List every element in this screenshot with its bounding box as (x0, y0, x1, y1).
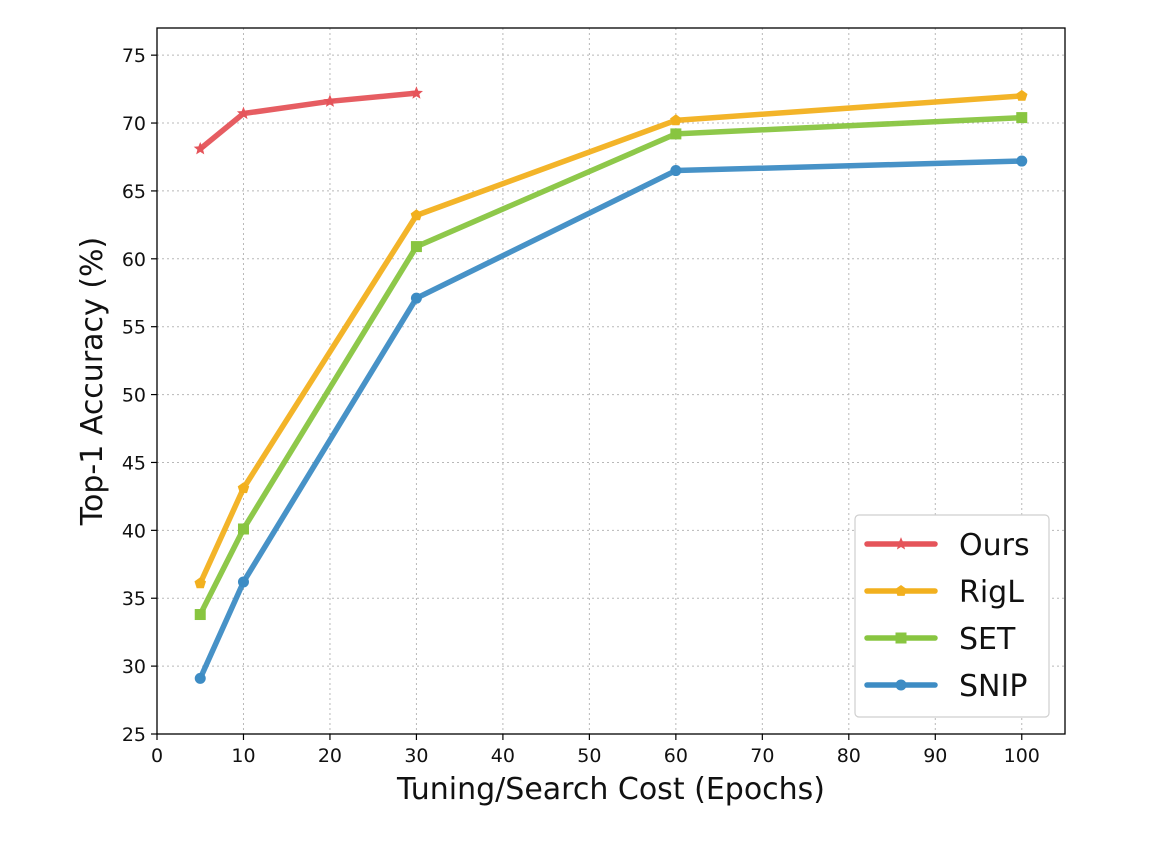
axis-ticks: 0 10 20 30 40 50 60 70 80 90 100 25 30 35 40 45 50 55 60 65… (122, 45, 1040, 767)
x-tick-label: 70 (750, 745, 774, 767)
legend-item-set: SET (864, 622, 1016, 657)
data-point-ours (193, 141, 207, 155)
y-tick-label: 60 (122, 249, 146, 271)
legend-box (854, 514, 1050, 718)
data-point-rigl (1016, 89, 1028, 101)
data-point-ours (409, 86, 423, 99)
y-tick-label: 75 (122, 45, 146, 67)
legend-item-ours: Ours (864, 528, 1030, 563)
data-point-rigl (237, 482, 250, 494)
legend-label-rigl: RigL (959, 575, 1024, 610)
series-lines (193, 86, 1028, 684)
data-point-rigl (194, 577, 206, 589)
legend-label-snip: SNIP (959, 669, 1027, 704)
series-line-ours (197, 90, 420, 152)
x-tick-label: 10 (231, 745, 255, 767)
series-ours (193, 86, 423, 155)
data-point-ours (323, 94, 337, 107)
x-tick-label: 90 (923, 745, 947, 767)
y-tick-label: 35 (122, 588, 146, 610)
y-tick-label: 70 (122, 113, 146, 135)
data-point-set (1016, 112, 1028, 124)
plot-frame (156, 27, 1066, 735)
data-point-snip (194, 672, 206, 684)
series-set (194, 112, 1028, 621)
data-point-set (670, 128, 682, 140)
x-tick-label: 60 (664, 745, 688, 767)
x-tick-label: 80 (837, 745, 861, 767)
y-axis-title: Top-1 Accuracy (%) (75, 237, 110, 527)
y-tick-label: 25 (122, 724, 146, 746)
x-tick-label: 20 (318, 745, 342, 767)
y-tick-label: 45 (122, 452, 146, 474)
series-rigl (194, 89, 1028, 589)
data-point-set (194, 609, 206, 621)
series-line-rigl (197, 93, 1025, 587)
legend-marker-snip (895, 679, 907, 691)
data-point-snip (670, 165, 682, 177)
y-tick-label: 55 (122, 317, 146, 339)
data-point-rigl (410, 209, 423, 221)
legend-label-set: SET (959, 622, 1016, 657)
x-tick-label: 100 (1004, 745, 1040, 767)
legend-label-ours: Ours (959, 528, 1030, 563)
data-point-rigl (670, 114, 682, 126)
legend-marker-rigl (895, 584, 907, 596)
data-point-snip (237, 576, 249, 588)
data-point-set (410, 241, 422, 253)
series-snip (194, 155, 1028, 684)
legend-marker-ours (894, 537, 908, 550)
data-point-snip (1016, 155, 1028, 167)
legend-marker-set (895, 632, 907, 644)
legend: Ours RigL SET SNIP (854, 514, 1050, 718)
y-tick-label: 65 (122, 181, 146, 203)
legend-item-snip: SNIP (864, 669, 1027, 704)
x-tick-label: 0 (151, 745, 163, 767)
legend-item-rigl: RigL (864, 575, 1024, 610)
y-tick-label: 40 (122, 520, 146, 542)
data-point-ours (236, 106, 251, 120)
data-point-snip (410, 292, 422, 304)
x-tick-label: 40 (491, 745, 515, 767)
x-tick-label: 50 (577, 745, 601, 767)
data-point-set (237, 523, 249, 535)
x-tick-label: 30 (404, 745, 428, 767)
y-tick-label: 50 (122, 385, 146, 407)
y-tick-label: 30 (122, 656, 146, 678)
x-axis-title: Tuning/Search Cost (Epochs) (396, 772, 825, 807)
